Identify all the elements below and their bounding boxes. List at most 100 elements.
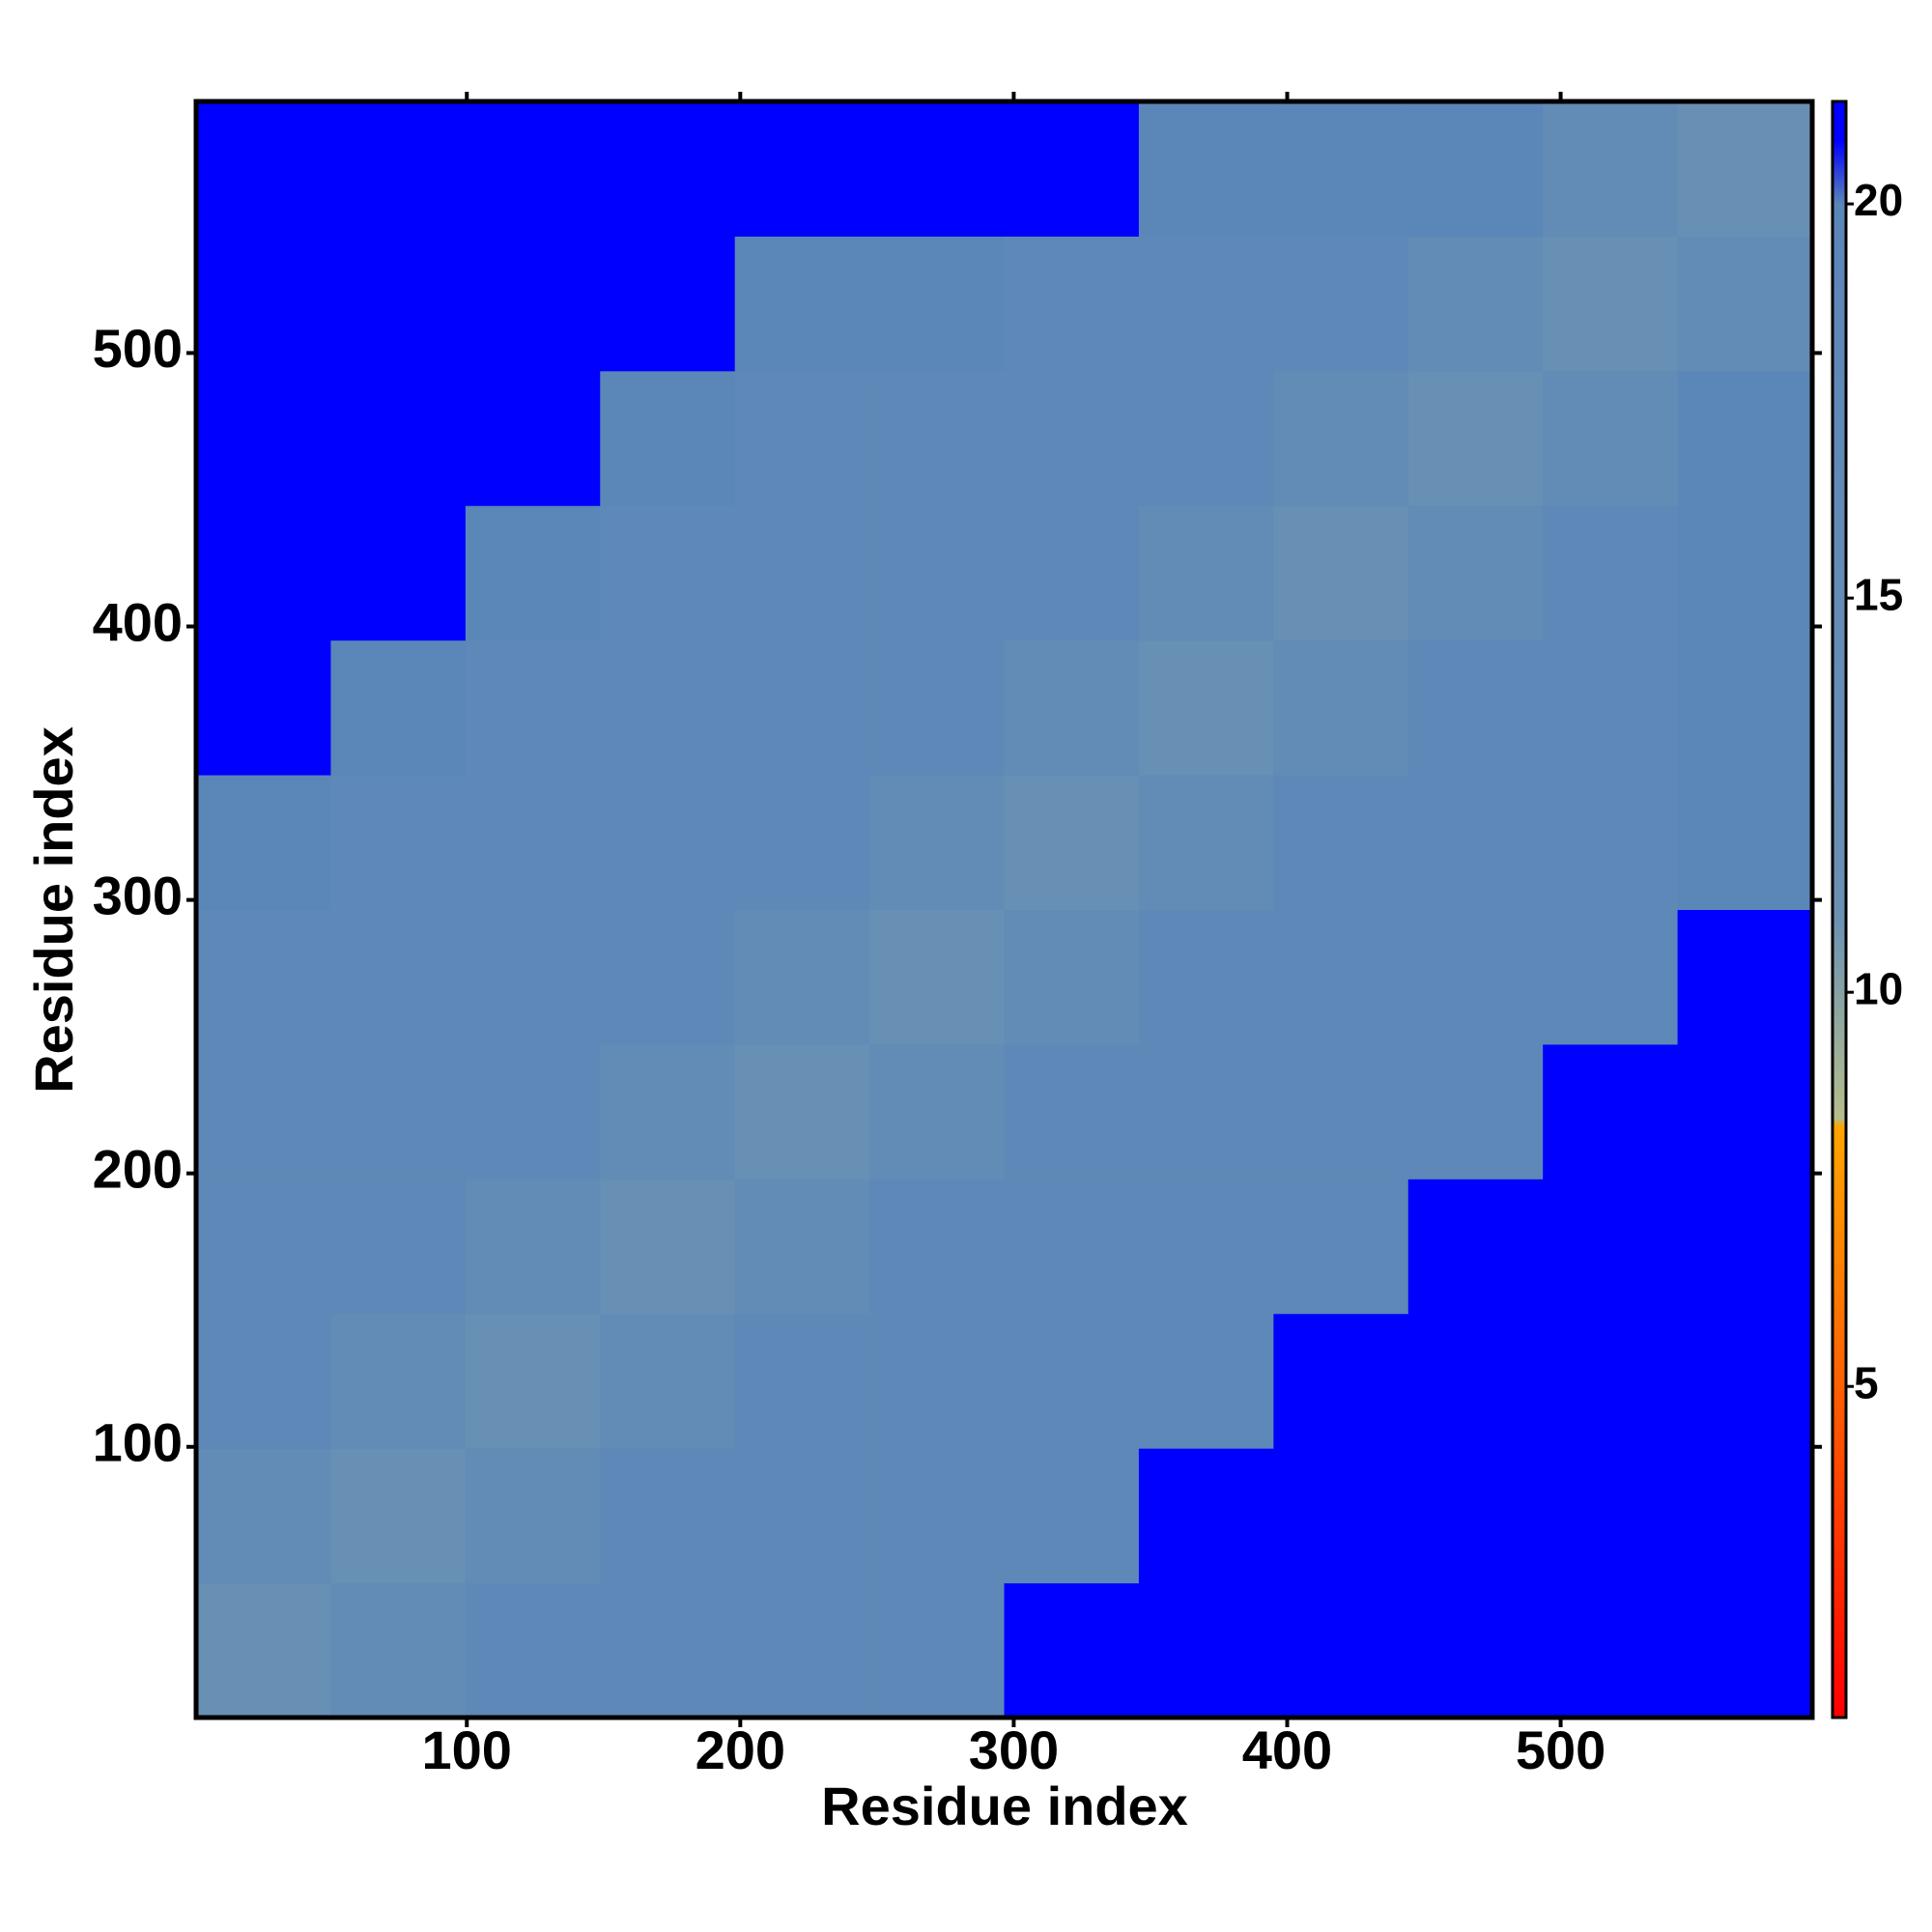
heatmap-cell bbox=[1677, 505, 1813, 641]
heatmap-cell bbox=[1407, 1582, 1544, 1719]
heatmap-cell bbox=[196, 1448, 331, 1584]
heatmap-cell bbox=[1273, 775, 1409, 910]
heatmap-cell bbox=[1273, 639, 1409, 776]
plot-frame bbox=[193, 99, 1815, 1720]
y-tick-label: 400 bbox=[93, 591, 183, 652]
heatmap-cell bbox=[1677, 1313, 1813, 1449]
heatmap-cell bbox=[734, 1179, 870, 1315]
heatmap-cell bbox=[330, 909, 467, 1045]
heatmap-cell bbox=[465, 370, 601, 506]
heatmap-cell bbox=[734, 775, 870, 910]
heatmap-cell bbox=[1407, 370, 1544, 506]
heatmap-cell bbox=[330, 370, 467, 506]
heatmap-cell bbox=[1677, 370, 1813, 506]
heatmap-cell bbox=[1004, 1448, 1140, 1584]
heatmap-cell bbox=[600, 775, 736, 910]
heatmap-cell bbox=[1543, 1313, 1679, 1449]
heatmap-cell bbox=[1138, 775, 1274, 910]
heatmap-cell bbox=[1543, 1043, 1679, 1179]
heatmap-cell bbox=[1543, 505, 1679, 641]
heatmap-cell bbox=[1273, 505, 1409, 641]
heatmap-cell bbox=[1138, 1179, 1274, 1315]
heatmap-cell bbox=[1543, 639, 1679, 776]
heatmap-cell bbox=[1004, 1313, 1140, 1449]
heatmap-cell bbox=[196, 236, 331, 372]
heatmap-cell bbox=[1407, 1043, 1544, 1179]
colorbar-tick-label: 5 bbox=[1854, 1357, 1879, 1407]
x-tick-label: 100 bbox=[422, 1719, 512, 1780]
heatmap-cell bbox=[330, 101, 467, 237]
heatmap-cell bbox=[1138, 909, 1274, 1045]
heatmap-cell bbox=[196, 909, 331, 1045]
heatmap-cell bbox=[1407, 1313, 1544, 1449]
heatmap-cell bbox=[1543, 1179, 1679, 1315]
heatmap-cell bbox=[600, 1448, 736, 1584]
heatmap-cell bbox=[1677, 236, 1813, 372]
heatmap-cell bbox=[1407, 505, 1544, 641]
heatmap-cell bbox=[1004, 1179, 1140, 1315]
heatmap-cell bbox=[465, 775, 601, 910]
heatmap-cell bbox=[1543, 775, 1679, 910]
heatmap-cell bbox=[1407, 101, 1544, 237]
heatmap-cell bbox=[869, 101, 1005, 237]
heatmap-cell bbox=[1543, 1448, 1679, 1584]
heatmap-cell bbox=[734, 236, 870, 372]
heatmap-cell bbox=[465, 1582, 601, 1719]
heatmap-cell bbox=[1543, 101, 1679, 237]
heatmap-cell bbox=[330, 639, 467, 776]
heatmap-cell bbox=[1138, 101, 1274, 237]
heatmap-cell bbox=[734, 1313, 870, 1449]
heatmap-cell bbox=[196, 1043, 331, 1179]
heatmap-cell bbox=[600, 909, 736, 1045]
heatmap-cell bbox=[465, 1179, 601, 1315]
y-tick-label: 300 bbox=[93, 865, 183, 925]
heatmap-cell bbox=[330, 505, 467, 641]
heatmap-cell bbox=[600, 505, 736, 641]
heatmap-cell bbox=[1677, 909, 1813, 1045]
heatmap-cell bbox=[465, 1043, 601, 1179]
heatmap-cell bbox=[1273, 236, 1409, 372]
heatmap-cell bbox=[1273, 1043, 1409, 1179]
heatmap-cell bbox=[1543, 370, 1679, 506]
heatmap-cell bbox=[1004, 101, 1140, 237]
heatmap-cell bbox=[1677, 639, 1813, 776]
heatmap-cell bbox=[196, 370, 331, 506]
heatmap-cell bbox=[465, 639, 601, 776]
heatmap-cell bbox=[1004, 639, 1140, 776]
heatmap-cell bbox=[600, 236, 736, 372]
heatmap bbox=[196, 101, 1813, 1719]
heatmap-cell bbox=[1407, 236, 1544, 372]
heatmap-cell bbox=[1138, 370, 1274, 506]
heatmap-cell bbox=[1004, 236, 1140, 372]
colorbar-tick-label: 15 bbox=[1854, 569, 1903, 619]
heatmap-cell bbox=[465, 505, 601, 641]
axes: 100 200 300 400 500 100 200 300 400 500 5 10 15 20 bbox=[93, 92, 1903, 1780]
heatmap-cell bbox=[869, 1313, 1005, 1449]
heatmap-cell bbox=[1273, 1179, 1409, 1315]
heatmap-cell bbox=[1004, 775, 1140, 910]
heatmap-cell bbox=[734, 909, 870, 1045]
heatmap-cell bbox=[1138, 639, 1274, 776]
y-tick-label: 500 bbox=[93, 318, 183, 379]
heatmap-cell bbox=[600, 1313, 736, 1449]
heatmap-cell bbox=[196, 505, 331, 641]
heatmap-cell bbox=[1407, 1179, 1544, 1315]
heatmap-cell bbox=[330, 1313, 467, 1449]
heatmap-cell bbox=[1273, 909, 1409, 1045]
colorbar bbox=[1831, 99, 1848, 1719]
heatmap-cell bbox=[1138, 1582, 1274, 1719]
heatmap-cell bbox=[1407, 909, 1544, 1045]
heatmap-cell bbox=[734, 505, 870, 641]
heatmap-cell bbox=[869, 236, 1005, 372]
x-tick-label: 400 bbox=[1242, 1719, 1332, 1780]
heatmap-cell bbox=[1138, 236, 1274, 372]
heatmap-cell bbox=[1273, 1582, 1409, 1719]
colorbar-tick-label: 20 bbox=[1854, 175, 1903, 225]
heatmap-cell bbox=[330, 1043, 467, 1179]
heatmap-cell bbox=[1677, 775, 1813, 910]
heatmap-cell bbox=[869, 639, 1005, 776]
heatmap-cell bbox=[734, 639, 870, 776]
heatmap-cell bbox=[1273, 101, 1409, 237]
heatmap-cell bbox=[330, 1448, 467, 1584]
heatmap-cell bbox=[196, 639, 331, 776]
